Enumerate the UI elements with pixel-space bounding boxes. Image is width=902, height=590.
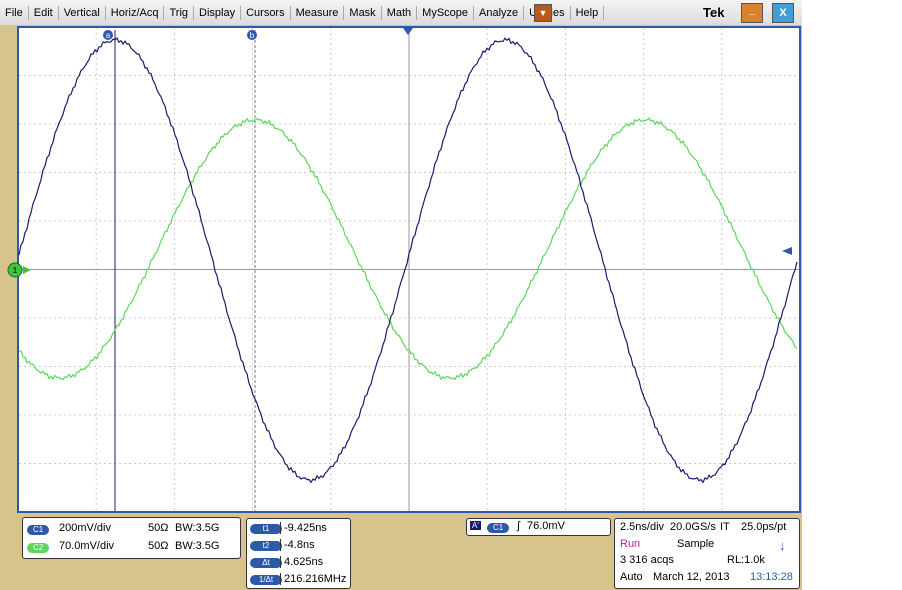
acquisition-readout[interactable]: 2.5ns/div 20.0GS/s IT 25.0ps/pt Run Samp…	[614, 518, 800, 589]
menu-item[interactable]: Help	[571, 5, 605, 20]
channel-scale: 200mV/div	[59, 522, 111, 534]
acq-mode: Sample	[677, 538, 715, 550]
menu-item[interactable]: Analyze	[474, 5, 525, 20]
channel-2-waveform	[18, 117, 798, 381]
cursor-label: t2	[250, 541, 282, 551]
ground-arrow	[23, 266, 31, 274]
record-length: RL:1.0k	[727, 554, 765, 566]
cursor-value: -4.8ns	[280, 539, 315, 551]
menu-bar: File Edit Vertical Horiz/Acq Trig Display Curs…	[0, 0, 802, 25]
cursor-a-marker	[103, 30, 113, 40]
menu-item[interactable]: Trig	[164, 5, 195, 20]
trigger-position	[403, 28, 413, 35]
channel-bandwidth: BW:3.5G	[175, 522, 220, 534]
interpolation: IT	[720, 521, 730, 533]
menu-item[interactable]: Horiz/Acq	[106, 5, 165, 20]
resolution: 25.0ps/pt	[741, 521, 787, 533]
trigger-slope: ∫	[517, 520, 521, 532]
menu-item[interactable]: Math	[382, 5, 418, 20]
channel-badge: C2	[27, 543, 50, 553]
trigger-level	[782, 247, 792, 255]
cursor-value: -9.425ns	[280, 522, 327, 534]
graticule: a b 1	[7, 26, 801, 513]
channel-scale: 70.0mV/div	[59, 540, 115, 552]
sample-rate: 20.0GS/s	[670, 521, 716, 533]
close-button[interactable]: X	[772, 3, 794, 23]
cursor-b-label: b	[250, 31, 255, 40]
ground-marker-label: 1	[13, 266, 18, 275]
cursor-a-label: a	[106, 31, 111, 40]
trigger-mode: Auto	[620, 571, 643, 583]
time: 13:13:28	[750, 571, 793, 583]
menu-item[interactable]: Mask	[344, 5, 382, 20]
channel-panel[interactable]: C1 200mV/div 50Ω BW:3.5G C2 70.0mV/div 5…	[22, 517, 241, 559]
dropdown-button[interactable]: ▼	[534, 4, 552, 22]
trigger-icon: ↓	[779, 538, 786, 553]
minimize-button[interactable]: _	[741, 3, 763, 23]
grid	[19, 28, 799, 511]
cursor-value: 4.625ns	[280, 556, 323, 568]
menu-item[interactable]: Edit	[29, 5, 59, 20]
channel-1-waveform	[18, 37, 798, 484]
menu-item[interactable]: Vertical	[59, 5, 106, 20]
run-state: Run	[620, 538, 641, 550]
trigger-readout[interactable]: A' C1 ∫ 76.0mV	[466, 518, 611, 536]
horizontal-scale: 2.5ns/div	[620, 521, 665, 533]
trigger-mode: A'	[470, 521, 481, 530]
menu-item[interactable]: File	[0, 5, 29, 20]
cursor-readout[interactable]: t1 -9.425ns t2 -4.8ns Δt 4.625ns 1/Δt 216.216MH…	[246, 518, 351, 589]
menu-item[interactable]: Cursors	[241, 5, 291, 20]
trigger-level: 76.0mV	[527, 520, 565, 532]
menu-item[interactable]: Display	[194, 5, 242, 20]
trigger-source: C1	[487, 523, 510, 533]
cursor-label: Δt	[250, 558, 282, 568]
channel-impedance: 50Ω	[148, 522, 169, 534]
acq-count: 3 316 acqs	[620, 554, 674, 566]
cursor-label: 1/Δt	[250, 575, 282, 585]
cursor-value: 216.216MHz	[280, 573, 346, 585]
channel-impedance: 50Ω	[148, 540, 169, 552]
cursor-label: t1	[250, 524, 282, 534]
logo: Tek	[703, 5, 725, 20]
menu-item[interactable]: Measure	[291, 5, 345, 20]
channel-badge: C1	[27, 525, 50, 535]
cursor-b-marker	[247, 30, 257, 40]
ground-marker	[7, 262, 23, 278]
channel-bandwidth: BW:3.5G	[175, 540, 220, 552]
date: March 12, 2013	[653, 571, 730, 583]
menu-item[interactable]: MyScope	[417, 5, 475, 20]
